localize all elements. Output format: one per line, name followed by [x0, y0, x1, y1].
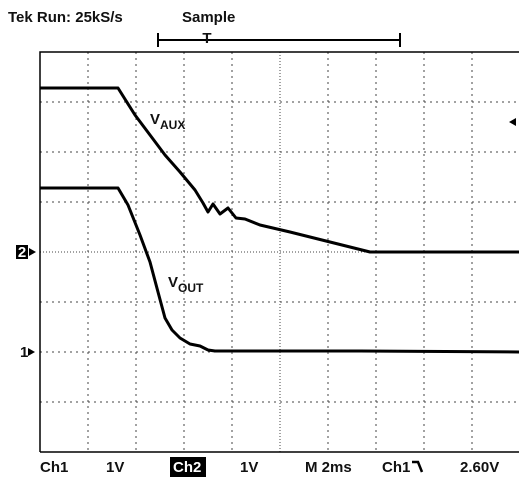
timebase: M 2ms: [305, 459, 352, 476]
ch2-box: [170, 457, 206, 477]
ch1: Ch1: [40, 459, 68, 476]
trace-out: [40, 186, 519, 354]
ch2-marker-box: [16, 245, 28, 259]
ch2-arrow: [29, 248, 36, 256]
status: Tek Run: 25kS/s: [8, 9, 123, 26]
ch1-scale: 1V: [106, 459, 124, 476]
trigger-level-arrow: [509, 118, 516, 126]
trigger-source: Ch1: [382, 459, 410, 476]
ch2-scale: 1V: [240, 459, 258, 476]
falling-edge: [412, 460, 424, 473]
mode: Sample: [182, 9, 235, 26]
trigger-marker: T: [202, 30, 211, 47]
ch2: Ch2: [173, 459, 201, 476]
ch2-marker: 2: [18, 244, 26, 261]
out-v: V: [168, 274, 178, 291]
aux-label: VAUX: [150, 111, 185, 132]
trigger-bracket: [157, 33, 401, 47]
out-label: VOUT: [168, 274, 204, 295]
aux-sub: AUX: [160, 118, 185, 132]
ch1-marker: 1: [20, 344, 28, 361]
aux-v: V: [150, 111, 160, 128]
ch1-arrow: [28, 348, 35, 356]
out-sub: OUT: [178, 281, 204, 295]
trigger-level: 2.60V: [460, 459, 499, 476]
trace-aux: [40, 86, 519, 254]
